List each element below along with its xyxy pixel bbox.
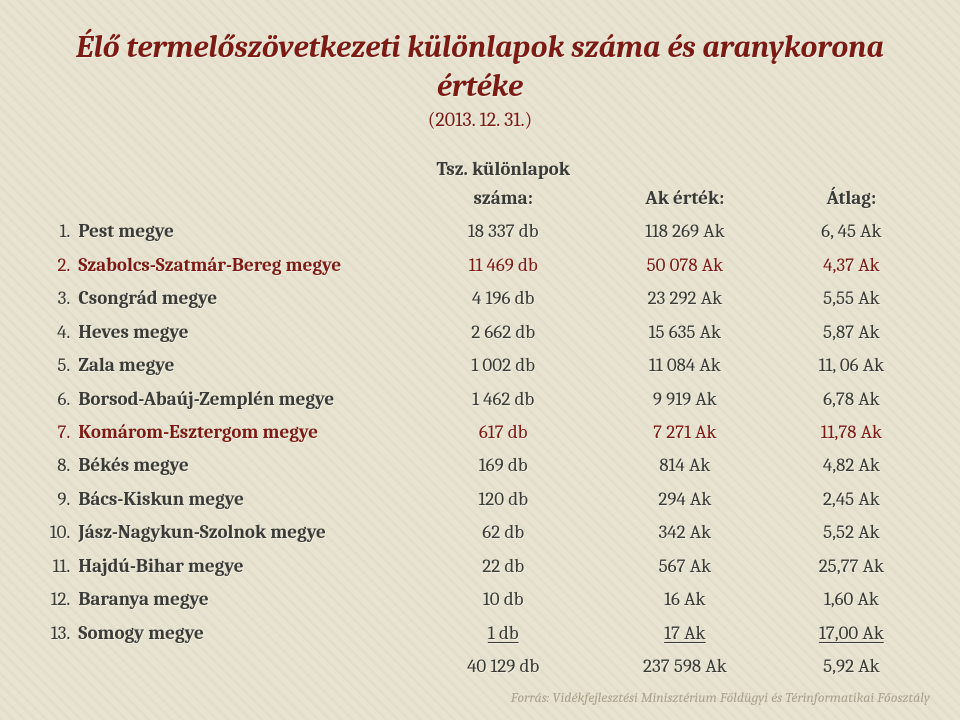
table-row: 11.Hajdú-Bihar megye22 db567 Ak25,77 Ak bbox=[38, 550, 922, 583]
row-ak: 23 292 Ak bbox=[589, 282, 781, 315]
row-sz: 62 db bbox=[417, 516, 589, 549]
table-row: 6.Borsod-Abaúj-Zemplén megye1 462 db9 91… bbox=[38, 383, 922, 416]
row-avg: 17,00 Ak bbox=[781, 617, 922, 650]
table-row: 3.Csongrád megye4 196 db23 292 Ak5,55 Ak bbox=[38, 282, 922, 315]
row-num: 5. bbox=[38, 349, 74, 382]
data-table: Tsz. különlapok száma: Ak érték: Átlag: … bbox=[38, 153, 922, 684]
row-avg: 11,78 Ak bbox=[781, 416, 922, 449]
table-header-row: Tsz. különlapok száma: Ak érték: Átlag: bbox=[38, 153, 922, 216]
table-row: 5.Zala megye1 002 db11 084 Ak11, 06 Ak bbox=[38, 349, 922, 382]
row-name: Borsod-Abaúj-Zemplén megye bbox=[74, 383, 417, 416]
row-sz: 1 002 db bbox=[417, 349, 589, 382]
table-row: 10.Jász-Nagykun-Szolnok megye62 db342 Ak… bbox=[38, 516, 922, 549]
row-ak: 567 Ak bbox=[589, 550, 781, 583]
row-name: Bács-Kiskun megye bbox=[74, 483, 417, 516]
table-row: 1.Pest megye18 337 db118 269 Ak6, 45 Ak bbox=[38, 215, 922, 248]
row-ak: 50 078 Ak bbox=[589, 249, 781, 282]
total-blank2 bbox=[74, 650, 417, 683]
row-ak: 342 Ak bbox=[589, 516, 781, 549]
total-avg: 5,92 Ak bbox=[781, 650, 922, 683]
total-sz: 40 129 db bbox=[417, 650, 589, 683]
row-sz: 1 db bbox=[417, 617, 589, 650]
row-name: Szabolcs-Szatmár-Bereg megye bbox=[74, 249, 417, 282]
row-avg: 4,37 Ak bbox=[781, 249, 922, 282]
hdr-avg: Átlag: bbox=[781, 153, 922, 216]
row-ak: 16 Ak bbox=[589, 583, 781, 616]
row-sz: 2 662 db bbox=[417, 316, 589, 349]
row-name: Baranya megye bbox=[74, 583, 417, 616]
row-ak: 814 Ak bbox=[589, 449, 781, 482]
row-avg: 25,77 Ak bbox=[781, 550, 922, 583]
table-row: 7.Komárom-Esztergom megye617 db7 271 Ak1… bbox=[38, 416, 922, 449]
row-ak: 11 084 Ak bbox=[589, 349, 781, 382]
row-num: 3. bbox=[38, 282, 74, 315]
row-sz: 11 469 db bbox=[417, 249, 589, 282]
total-ak: 237 598 Ak bbox=[589, 650, 781, 683]
table-row: 9.Bács-Kiskun megye120 db294 Ak2,45 Ak bbox=[38, 483, 922, 516]
row-num: 4. bbox=[38, 316, 74, 349]
row-name: Csongrád megye bbox=[74, 282, 417, 315]
footer-source: Forrás: Vidékfejlesztési Minisztérium Fö… bbox=[511, 689, 930, 706]
row-avg: 5,55 Ak bbox=[781, 282, 922, 315]
row-sz: 18 337 db bbox=[417, 215, 589, 248]
row-num: 6. bbox=[38, 383, 74, 416]
hdr-sz: Tsz. különlapok száma: bbox=[417, 153, 589, 216]
row-ak: 9 919 Ak bbox=[589, 383, 781, 416]
row-num: 12. bbox=[38, 583, 74, 616]
title-line2: értéke bbox=[437, 68, 523, 104]
row-sz: 169 db bbox=[417, 449, 589, 482]
row-num: 10. bbox=[38, 516, 74, 549]
row-avg: 6,78 Ak bbox=[781, 383, 922, 416]
hdr-ak: Ak érték: bbox=[589, 153, 781, 216]
row-sz: 120 db bbox=[417, 483, 589, 516]
table-row: 13.Somogy megye1 db17 Ak17,00 Ak bbox=[38, 617, 922, 650]
row-num: 2. bbox=[38, 249, 74, 282]
row-sz: 10 db bbox=[417, 583, 589, 616]
row-avg: 11, 06 Ak bbox=[781, 349, 922, 382]
row-avg: 4,82 Ak bbox=[781, 449, 922, 482]
row-num: 9. bbox=[38, 483, 74, 516]
row-ak: 7 271 Ak bbox=[589, 416, 781, 449]
row-name: Somogy megye bbox=[74, 617, 417, 650]
row-name: Hajdú-Bihar megye bbox=[74, 550, 417, 583]
hdr-blank2 bbox=[74, 153, 417, 216]
row-avg: 1,60 Ak bbox=[781, 583, 922, 616]
row-sz: 22 db bbox=[417, 550, 589, 583]
page-title: Élő termelőszövetkezeti különlapok száma… bbox=[38, 28, 922, 106]
row-ak: 118 269 Ak bbox=[589, 215, 781, 248]
row-ak: 17 Ak bbox=[589, 617, 781, 650]
row-sz: 4 196 db bbox=[417, 282, 589, 315]
table-row: 12.Baranya megye10 db16 Ak1,60 Ak bbox=[38, 583, 922, 616]
hdr-blank1 bbox=[38, 153, 74, 216]
row-avg: 6, 45 Ak bbox=[781, 215, 922, 248]
row-num: 13. bbox=[38, 617, 74, 650]
row-ak: 294 Ak bbox=[589, 483, 781, 516]
page-subtitle: (2013. 12. 31.) bbox=[38, 108, 922, 131]
row-avg: 5,52 Ak bbox=[781, 516, 922, 549]
row-name: Heves megye bbox=[74, 316, 417, 349]
row-num: 11. bbox=[38, 550, 74, 583]
row-num: 1. bbox=[38, 215, 74, 248]
table-total-row: 40 129 db237 598 Ak5,92 Ak bbox=[38, 650, 922, 683]
row-avg: 5,87 Ak bbox=[781, 316, 922, 349]
row-name: Jász-Nagykun-Szolnok megye bbox=[74, 516, 417, 549]
total-blank1 bbox=[38, 650, 74, 683]
row-name: Zala megye bbox=[74, 349, 417, 382]
row-num: 8. bbox=[38, 449, 74, 482]
row-name: Békés megye bbox=[74, 449, 417, 482]
table-row: 2.Szabolcs-Szatmár-Bereg megye11 469 db5… bbox=[38, 249, 922, 282]
row-avg: 2,45 Ak bbox=[781, 483, 922, 516]
row-ak: 15 635 Ak bbox=[589, 316, 781, 349]
table-row: 8.Békés megye169 db814 Ak4,82 Ak bbox=[38, 449, 922, 482]
row-num: 7. bbox=[38, 416, 74, 449]
row-sz: 1 462 db bbox=[417, 383, 589, 416]
row-name: Pest megye bbox=[74, 215, 417, 248]
table-row: 4.Heves megye2 662 db15 635 Ak5,87 Ak bbox=[38, 316, 922, 349]
row-sz: 617 db bbox=[417, 416, 589, 449]
row-name: Komárom-Esztergom megye bbox=[74, 416, 417, 449]
title-line1: Élő termelőszövetkezeti különlapok száma… bbox=[76, 29, 884, 65]
